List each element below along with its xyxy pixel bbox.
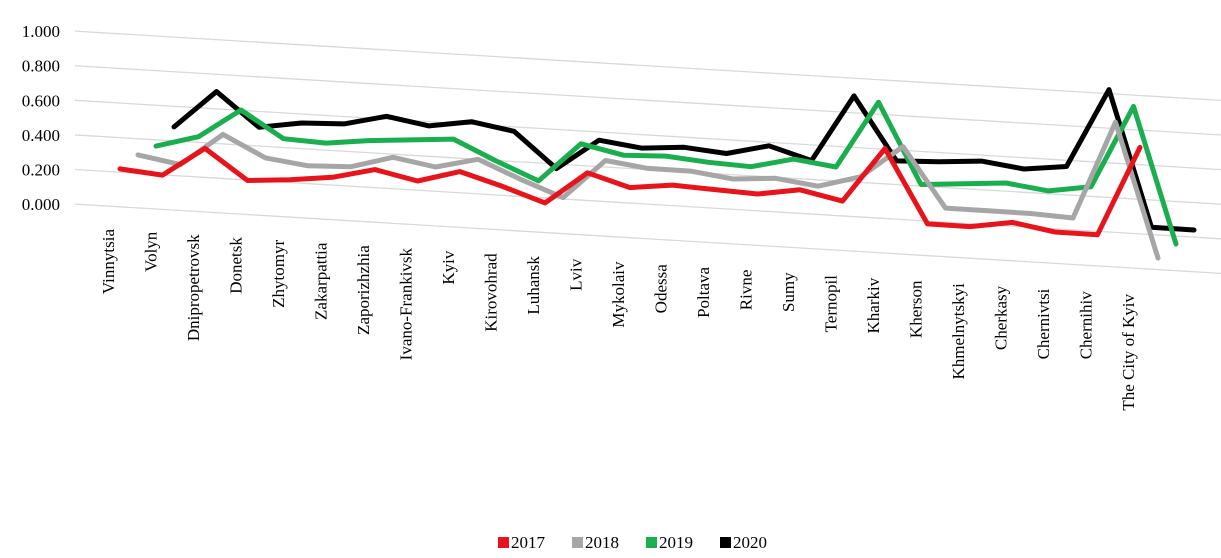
legend-label-2017: 2017 [511, 533, 546, 552]
legend-label-2019: 2019 [659, 533, 693, 552]
category-label: Kirovohrad [482, 253, 501, 332]
series-line-2017 [117, 144, 1143, 238]
category-label: Mykolaiv [609, 261, 628, 328]
category-label: Lviv [567, 258, 586, 291]
category-label: Poltava [694, 266, 713, 317]
legend-swatch-2017 [498, 537, 509, 548]
category-label: Zaporizhzhia [354, 245, 373, 335]
category-label: Zhytomyr [269, 240, 288, 308]
category-label: Ternopil [822, 275, 841, 333]
y-tick-label: 0.600 [22, 91, 60, 110]
y-axis-ticks: 0.000 0.200 0.400 0.600 0.800 1.000 [22, 22, 60, 214]
category-label: Chernihiv [1077, 291, 1096, 359]
y-tick-label: 0.000 [22, 195, 60, 214]
category-label: The City of Kyiv [1119, 294, 1138, 411]
gridline [74, 203, 1221, 275]
y-tick-label: 0.200 [22, 161, 60, 180]
legend: 2017 2018 2019 2020 [498, 533, 767, 552]
y-tick-label: 0.800 [22, 57, 60, 76]
category-label: Sumy [779, 272, 798, 312]
category-label: Khmelnytskyi [949, 283, 968, 380]
category-label: Kyiv [439, 250, 458, 285]
y-tick-label: 1.000 [22, 22, 60, 41]
series-line-2019 [153, 99, 1179, 247]
series-line-2018 [135, 119, 1161, 261]
category-label: Zakarpattia [312, 242, 331, 320]
legend-label-2018: 2018 [585, 533, 619, 552]
category-label: Rivne [737, 270, 756, 311]
legend-swatch-2019 [646, 537, 657, 548]
legend-label-2020: 2020 [733, 533, 767, 552]
category-label: Cherkasy [992, 285, 1011, 350]
category-label: Dnipropetrovsk [184, 234, 203, 341]
category-label: Chernivtsi [1034, 288, 1053, 359]
series-lines [117, 87, 1197, 261]
gridline [74, 99, 1221, 171]
category-label: Ivano-Frankivsk [397, 247, 416, 360]
category-labels: Vinnytsia Volyn Dnipropetrovsk Donetsk Zhyto… [99, 229, 1138, 411]
gridlines [74, 30, 1221, 275]
category-label: Kharkiv [864, 277, 883, 333]
gridline [74, 30, 1221, 102]
legend-swatch-2018 [572, 537, 583, 548]
category-label: Volyn [142, 231, 161, 272]
category-label: Kherson [907, 280, 926, 338]
legend-swatch-2020 [720, 537, 731, 548]
category-label: Odessa [652, 264, 671, 314]
category-label: Vinnytsia [99, 229, 118, 295]
category-label: Luhansk [524, 256, 543, 315]
gridline [74, 65, 1221, 136]
category-label: Donetsk [227, 237, 246, 294]
y-tick-label: 0.400 [22, 126, 60, 145]
series-line-2020 [171, 87, 1197, 233]
